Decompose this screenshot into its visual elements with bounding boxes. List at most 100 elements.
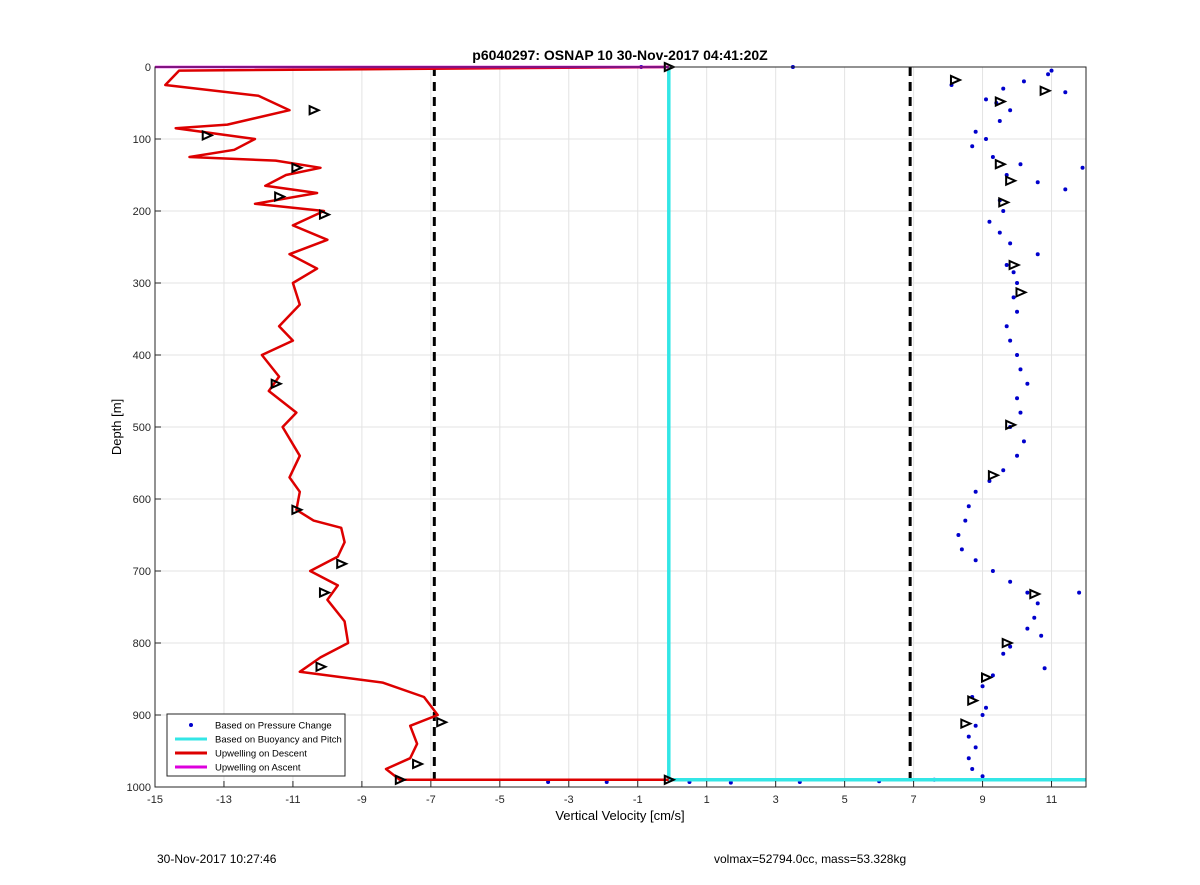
data-point xyxy=(1011,295,1016,300)
y-tick-label: 300 xyxy=(133,278,151,290)
y-tick-label: 700 xyxy=(133,566,151,578)
direction-marker xyxy=(1039,85,1053,97)
data-point xyxy=(1025,381,1030,386)
data-point xyxy=(1015,281,1020,285)
data-point xyxy=(1021,79,1026,84)
direction-marker xyxy=(1001,637,1015,649)
direction-marker xyxy=(663,774,677,786)
data-point xyxy=(1025,626,1030,631)
data-point xyxy=(1046,72,1051,77)
direction-marker xyxy=(201,129,215,141)
grid-lines xyxy=(154,66,1086,788)
data-point xyxy=(1015,453,1020,458)
y-tick-label: 200 xyxy=(133,206,151,218)
data-point xyxy=(1018,367,1023,372)
direction-marker xyxy=(987,469,1001,481)
data-point xyxy=(1032,615,1037,620)
series-line xyxy=(667,67,1086,782)
data-point xyxy=(1063,90,1068,95)
y-tick-label: 500 xyxy=(133,422,151,434)
data-point xyxy=(1018,410,1023,415)
data-point xyxy=(959,547,964,552)
data-point xyxy=(956,533,961,537)
direction-markers xyxy=(201,61,1053,786)
data-point xyxy=(984,137,989,141)
x-tick-label: 3 xyxy=(773,794,779,806)
data-point xyxy=(1008,579,1013,584)
x-tick-label: -3 xyxy=(564,794,574,806)
direction-marker xyxy=(1005,175,1018,187)
x-tick-label: -1 xyxy=(633,794,643,806)
x-tick-label: 1 xyxy=(704,794,710,806)
data-point xyxy=(973,723,978,728)
y-tick-label: 600 xyxy=(133,494,151,506)
reference-lines xyxy=(432,67,912,787)
data-point xyxy=(1015,353,1020,357)
direction-marker xyxy=(270,378,284,390)
direction-marker xyxy=(994,96,1008,108)
x-tick-label: -15 xyxy=(147,794,163,806)
direction-marker xyxy=(318,209,332,221)
data-point xyxy=(1025,590,1030,595)
direction-marker xyxy=(315,661,328,673)
direction-marker xyxy=(998,196,1011,208)
direction-marker xyxy=(318,587,332,599)
legend: Based on Pressure Change Based on Buoyanc… xyxy=(166,713,346,777)
data-point xyxy=(1001,209,1006,213)
legend-entry: Upwelling on Ascent xyxy=(215,763,301,774)
data-point xyxy=(980,684,985,689)
direction-marker xyxy=(981,672,994,684)
legend-entry: Upwelling on Descent xyxy=(215,749,307,760)
data-point xyxy=(1008,644,1013,649)
data-point xyxy=(966,734,971,739)
footer-info: volmax=52794.0cc, mass=53.328kg xyxy=(714,852,907,866)
data-point xyxy=(973,129,978,134)
data-point xyxy=(973,745,978,750)
data-point xyxy=(970,767,975,771)
data-point xyxy=(1021,439,1026,444)
data-point xyxy=(963,518,968,523)
axis-ticks: -15 -13 -11 -9 -7 -5 -3 -1 1 3 5 7 9 1101002003004005… xyxy=(127,62,1058,806)
y-tick-label: 400 xyxy=(133,350,151,362)
x-tick-label: -9 xyxy=(357,794,367,806)
x-tick-label: 7 xyxy=(911,794,917,806)
data-point xyxy=(1042,666,1047,671)
data-point xyxy=(1011,270,1016,275)
series-line xyxy=(164,65,669,782)
data-point xyxy=(1008,108,1013,113)
x-tick-label: -7 xyxy=(426,794,436,806)
data-point xyxy=(1039,633,1044,638)
data-point xyxy=(966,756,971,761)
data-point xyxy=(1063,187,1068,192)
data-point xyxy=(728,780,733,785)
legend-entry: Based on Pressure Change xyxy=(215,721,332,732)
data-point xyxy=(973,489,978,494)
x-tick-label: -11 xyxy=(285,794,300,806)
direction-marker xyxy=(1008,259,1022,271)
direction-marker xyxy=(291,504,304,516)
direction-marker xyxy=(994,158,1008,170)
x-tick-label: 9 xyxy=(979,794,985,806)
data-point xyxy=(1049,68,1054,73)
direction-marker xyxy=(291,162,304,174)
direction-marker xyxy=(960,718,973,730)
data-point xyxy=(984,97,989,102)
data-point xyxy=(1035,180,1040,185)
data-point xyxy=(987,219,992,224)
x-tick-label: 11 xyxy=(1046,794,1057,806)
data-point xyxy=(1080,165,1085,170)
direction-marker xyxy=(949,74,963,86)
y-tick-label: 100 xyxy=(133,134,151,146)
data-point xyxy=(1035,252,1040,257)
data-point xyxy=(1004,263,1009,267)
direction-marker xyxy=(1005,419,1018,431)
direction-marker xyxy=(967,695,980,707)
y-tick-label: 0 xyxy=(145,62,151,74)
data-point xyxy=(1015,396,1020,401)
x-tick-label: -5 xyxy=(495,794,505,806)
data-point xyxy=(1008,338,1013,343)
data-point xyxy=(980,774,985,779)
data-point xyxy=(990,155,995,159)
x-tick-label: -13 xyxy=(216,794,232,806)
footer-timestamp: 30-Nov-2017 10:27:46 xyxy=(157,852,277,866)
